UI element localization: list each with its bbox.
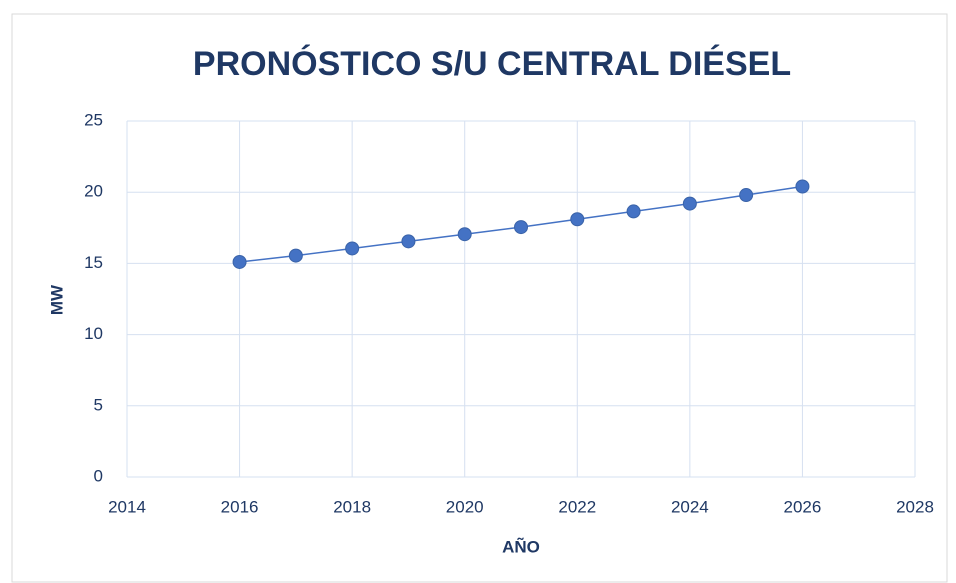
data-point: [401, 234, 416, 249]
x-tick-label: 2022: [558, 497, 596, 516]
data-point: [626, 204, 641, 219]
y-tick-label: 15: [84, 253, 103, 272]
x-tick-label: 2026: [784, 497, 822, 516]
y-tick-label: 25: [84, 110, 103, 129]
x-tick-label: 2014: [108, 497, 146, 516]
y-tick-label: 20: [84, 182, 103, 201]
x-axis-label: AÑO: [502, 536, 540, 556]
x-tick-label: 2016: [221, 497, 259, 516]
x-tick-label: 2024: [671, 497, 709, 516]
data-point: [682, 196, 697, 211]
y-axis-label: MW: [47, 284, 66, 315]
x-tick-label: 2028: [896, 497, 934, 516]
data-point: [232, 254, 247, 269]
data-point: [795, 179, 810, 194]
x-tick-label: 2020: [446, 497, 484, 516]
data-point: [514, 220, 528, 235]
y-tick-label: 0: [94, 466, 103, 485]
data-point: [739, 188, 754, 203]
data-point: [345, 241, 360, 256]
x-tick-label: 2018: [333, 497, 371, 516]
chart-title: PRONÓSTICO S/U CENTRAL DIÉSEL: [193, 45, 791, 83]
y-tick-label: 10: [84, 324, 103, 343]
data-point: [570, 212, 585, 227]
y-tick-label: 5: [94, 395, 103, 414]
chart-border: [11, 13, 948, 583]
data-point: [288, 248, 303, 263]
data-point: [457, 227, 472, 242]
